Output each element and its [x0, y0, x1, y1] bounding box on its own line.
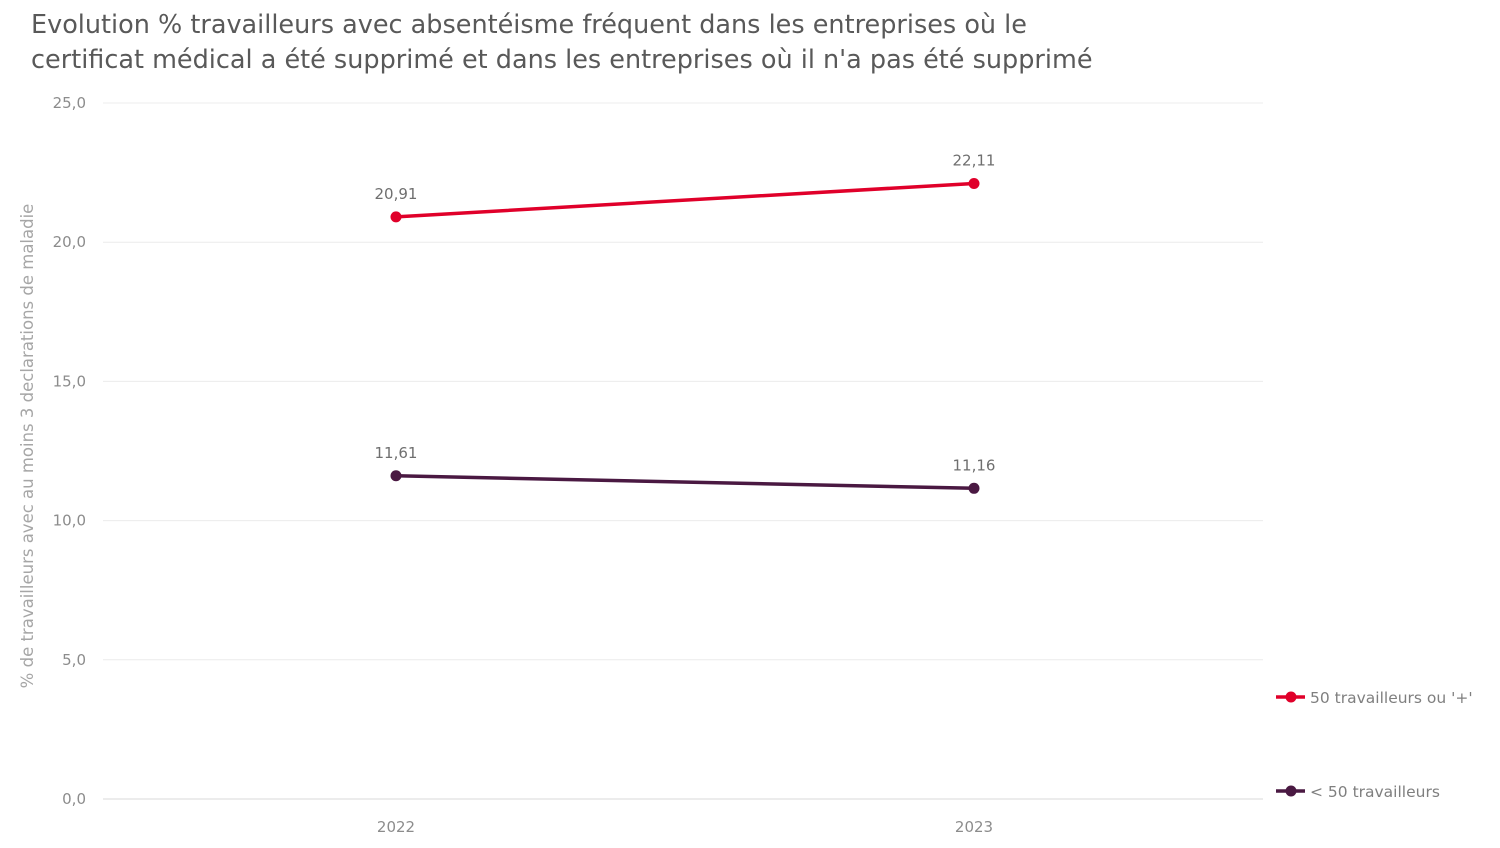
- data-point: [968, 177, 980, 189]
- series-1: 20,91 22,11: [375, 151, 996, 223]
- legend-label: 50 travailleurs ou '+': [1310, 689, 1473, 707]
- chart-title-line-2: certificat médical a été supprimé et dan…: [31, 45, 1093, 75]
- data-label: 22,11: [953, 151, 996, 169]
- y-tick-label: 5,0: [62, 651, 86, 669]
- data-label: 20,91: [375, 185, 418, 203]
- legend-item-1: 50 travailleurs ou '+': [1276, 689, 1473, 707]
- chart-title-line-1: Evolution % travailleurs avec absentéism…: [31, 10, 1027, 40]
- legend: 50 travailleurs ou '+' < 50 travailleurs: [1276, 689, 1473, 801]
- series-2: 11,61 11,16: [375, 444, 996, 494]
- y-tick-label: 0,0: [62, 790, 86, 808]
- x-tick-label: 2023: [955, 818, 993, 836]
- x-tick-label: 2022: [377, 818, 415, 836]
- legend-marker: [1285, 785, 1297, 797]
- y-tick-label: 15,0: [53, 372, 86, 390]
- data-point: [390, 470, 402, 482]
- chart-title: Evolution % travailleurs avec absentéism…: [31, 8, 1131, 78]
- legend-marker: [1285, 691, 1297, 703]
- legend-item-2: < 50 travailleurs: [1276, 783, 1440, 801]
- series-group: 20,91 22,11 11,61 11,16: [375, 151, 996, 494]
- data-point: [968, 482, 980, 494]
- gridlines: [103, 102, 1263, 800]
- data-label: 11,16: [953, 456, 996, 474]
- y-axis-ticks: 0,0 5,0 10,0 15,0 20,0 25,0: [53, 94, 86, 808]
- x-axis-ticks: 2022 2023: [377, 818, 993, 836]
- legend-label: < 50 travailleurs: [1310, 783, 1440, 801]
- series-line: [394, 474, 976, 491]
- data-label: 11,61: [375, 444, 418, 462]
- data-point: [390, 211, 402, 223]
- series-line: [394, 181, 976, 219]
- y-tick-label: 10,0: [53, 512, 86, 530]
- y-tick-label: 25,0: [53, 94, 86, 112]
- y-axis-label: % de travailleurs avec au moins 3 declar…: [18, 204, 37, 689]
- y-tick-label: 20,0: [53, 233, 86, 251]
